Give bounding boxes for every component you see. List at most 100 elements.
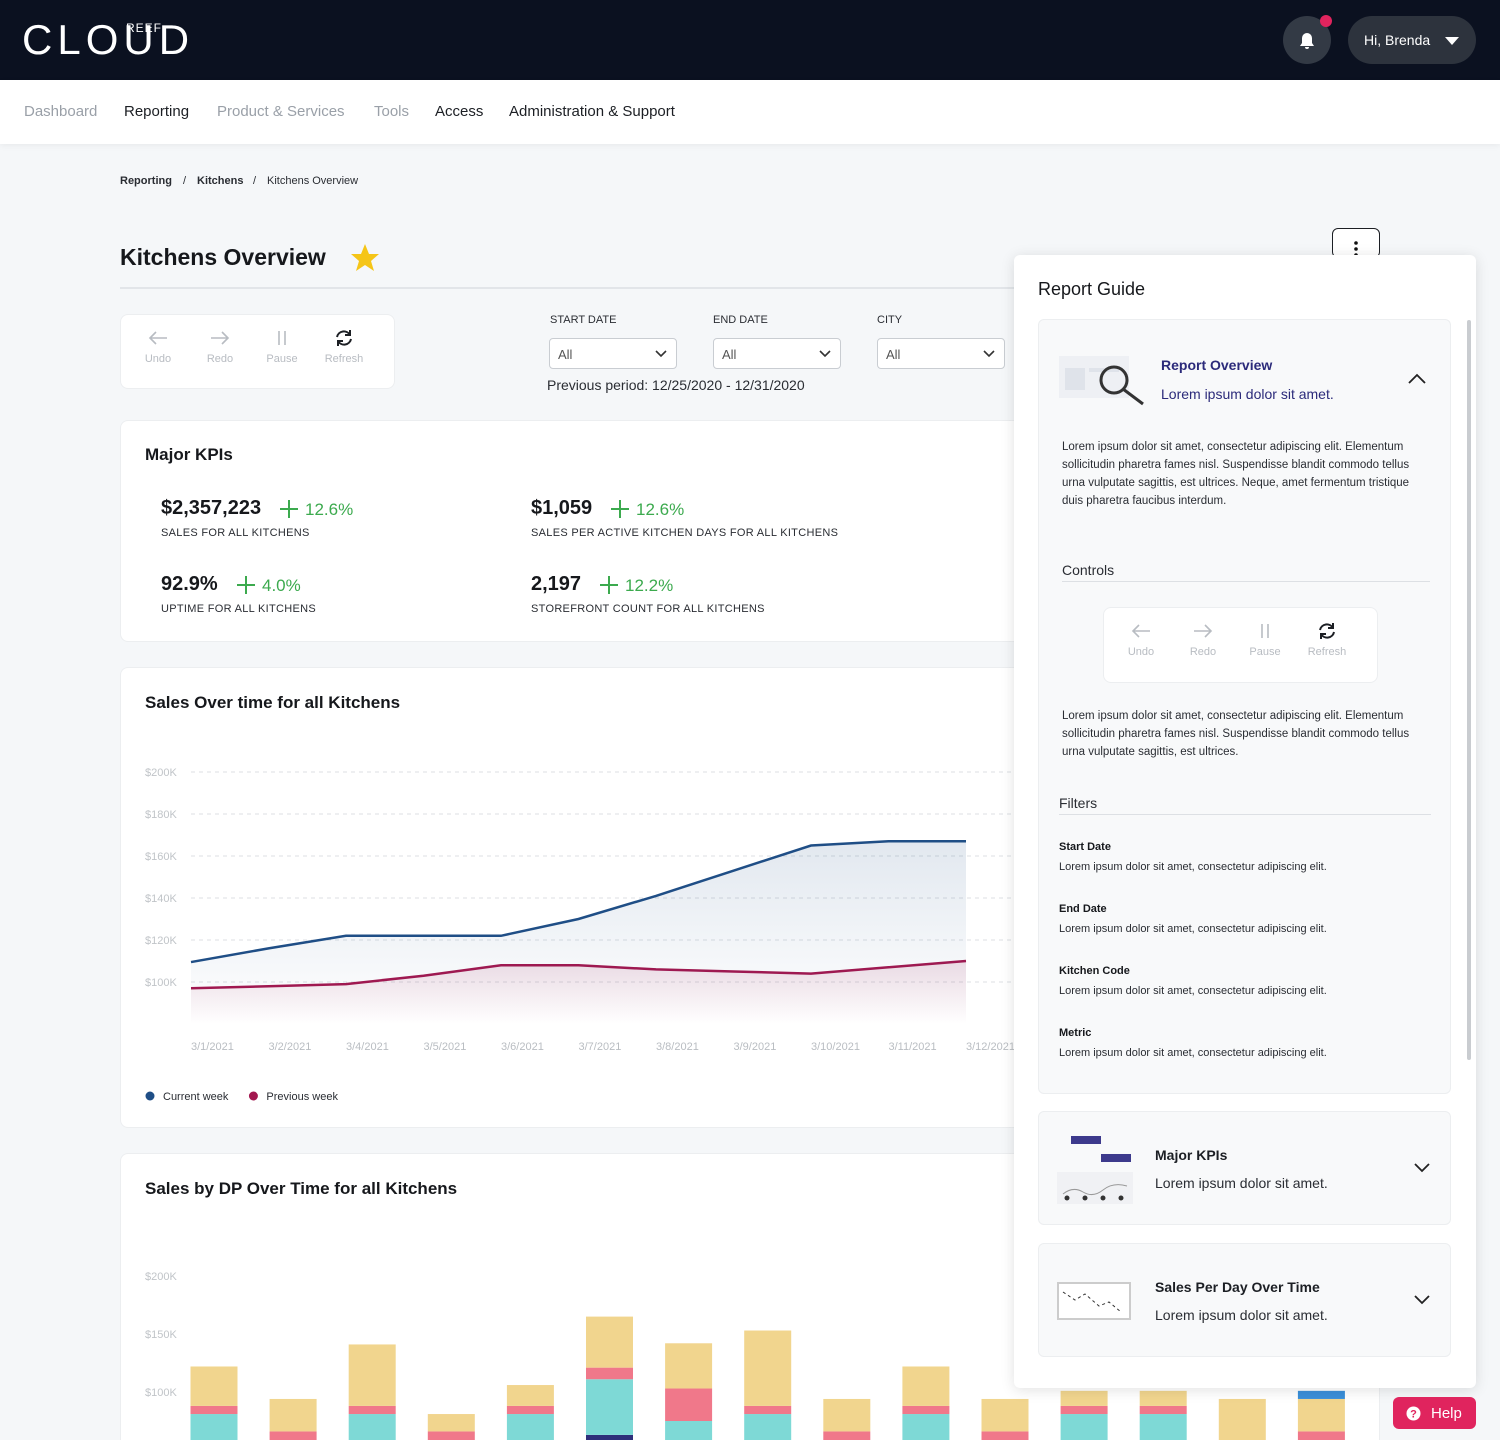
- legend-label: Previous week: [266, 1091, 338, 1103]
- bar-segment: [506, 1414, 554, 1440]
- control-label: Pause: [1249, 646, 1281, 658]
- user-menu[interactable]: Hi, Brenda: [1348, 16, 1476, 64]
- breadcrumb-separator: /: [183, 175, 187, 187]
- bar-segment: [1060, 1390, 1108, 1406]
- section-title: Sales Per Day Over Time: [1155, 1279, 1320, 1295]
- bar-segment: [744, 1414, 792, 1440]
- report-guide-panel: Report Guide Report Overview Lorem ipsum…: [1014, 255, 1476, 1388]
- icon: [1261, 624, 1269, 638]
- bar-segment: [586, 1316, 633, 1368]
- y-tick-label: $100K: [145, 977, 177, 989]
- control-label: Undo: [144, 353, 172, 365]
- control-label: Redo: [206, 353, 234, 365]
- plus-icon: [600, 576, 618, 594]
- scrollbar: [1467, 320, 1471, 1060]
- divider: [1059, 814, 1431, 815]
- control-button[interactable]: Pause: [251, 315, 313, 388]
- bar-segment: [1060, 1405, 1108, 1415]
- guide-section[interactable]: Sales Per Day Over Time Lorem ipsum dolo…: [1038, 1243, 1451, 1357]
- filter-name: Kitchen Code: [1059, 965, 1130, 977]
- bar-segment: [902, 1405, 950, 1415]
- filter-name: End Date: [1059, 903, 1107, 915]
- greeting: Hi, Brenda: [1364, 32, 1431, 48]
- bar-segment: [1297, 1431, 1345, 1440]
- control-button[interactable]: Undo: [1110, 608, 1172, 682]
- logo[interactable]: CLOUD: [22, 16, 195, 63]
- help-button[interactable]: ? Help: [1393, 1397, 1476, 1429]
- icon: [211, 331, 230, 345]
- help-label: Help: [1431, 1405, 1462, 1422]
- kpi-label: SALES FOR ALL KITCHENS: [161, 527, 310, 539]
- bell-icon: [1300, 33, 1314, 49]
- filter-name: Metric: [1059, 1027, 1092, 1039]
- bar-segment: [190, 1366, 238, 1406]
- expand-icon: [1414, 1163, 1430, 1173]
- dropdown-value: All: [886, 347, 901, 362]
- bar-segment: [981, 1431, 1029, 1440]
- section-thumbnail: [1057, 1282, 1131, 1320]
- nav-item[interactable]: Tools: [374, 103, 410, 120]
- y-tick-label: $180K: [145, 809, 177, 821]
- kpi-value: $2,357,223: [161, 497, 262, 519]
- control-button[interactable]: Redo: [1172, 608, 1234, 682]
- svg-text:?: ?: [1410, 1409, 1417, 1421]
- bar-segment: [190, 1414, 238, 1440]
- control-button[interactable]: Redo: [189, 315, 251, 388]
- area-fill: [191, 841, 966, 1024]
- section-thumbnail: [1057, 1136, 1133, 1204]
- breadcrumb-link[interactable]: Kitchens: [197, 175, 244, 187]
- subheading: Filters: [1059, 795, 1098, 811]
- y-tick-label: $150K: [145, 1329, 177, 1341]
- collapse-icon[interactable]: [1407, 372, 1427, 386]
- control-button[interactable]: Pause: [1234, 608, 1296, 682]
- bar-segment: [190, 1405, 238, 1415]
- control-label: Undo: [1127, 646, 1155, 658]
- section-subtitle: Lorem ipsum dolor sit amet.: [1161, 386, 1334, 402]
- more-button[interactable]: [1332, 228, 1380, 258]
- bar-segment: [823, 1398, 871, 1432]
- previous-period: Previous period: 12/25/2020 - 12/31/2020: [547, 377, 805, 393]
- filter-text: Lorem ipsum dolor sit amet, consectetur …: [1059, 1047, 1327, 1059]
- control-button[interactable]: Refresh: [313, 315, 375, 388]
- x-tick-label: 3/6/2021: [501, 1041, 544, 1053]
- icon: [148, 331, 167, 345]
- bar-segment: [665, 1343, 713, 1389]
- filter-dropdown[interactable]: All: [877, 338, 1005, 369]
- guide-section[interactable]: Major KPIs Lorem ipsum dolor sit amet.: [1038, 1111, 1451, 1225]
- bar-segment: [348, 1405, 396, 1415]
- bar-segment: [506, 1385, 554, 1406]
- nav-item[interactable]: Dashboard: [24, 103, 98, 120]
- divider: [1062, 581, 1430, 582]
- filter-dropdown[interactable]: All: [549, 338, 677, 369]
- bar-segment: [1297, 1398, 1345, 1432]
- filter-text: Lorem ipsum dolor sit amet, consectetur …: [1059, 923, 1327, 935]
- control-button[interactable]: Undo: [127, 315, 189, 388]
- kpi-change: 12.2%: [599, 575, 673, 596]
- control-label: Refresh: [324, 353, 364, 365]
- icon: [278, 331, 286, 345]
- filter-dropdown[interactable]: All: [713, 338, 841, 369]
- y-tick-label: $160K: [145, 851, 177, 863]
- x-tick-label: 3/11/2021: [889, 1041, 937, 1053]
- x-tick-label: 3/2/2021: [269, 1041, 312, 1053]
- control-button[interactable]: Refresh: [1296, 608, 1358, 682]
- nav-item[interactable]: Administration & Support: [509, 103, 675, 120]
- section-text: Lorem ipsum dolor sit amet, consectetur …: [1062, 710, 1410, 758]
- nav-item[interactable]: Access: [435, 103, 484, 120]
- plus-icon: [611, 500, 629, 518]
- nav-item[interactable]: Product & Services: [217, 103, 345, 120]
- section-subtitle: Lorem ipsum dolor sit amet.: [1155, 1307, 1328, 1323]
- breadcrumb-current: Kitchens Overview: [267, 175, 359, 187]
- breadcrumb-link[interactable]: Reporting: [120, 175, 172, 187]
- chevron-icon: [819, 350, 831, 358]
- bar-segment: [427, 1414, 475, 1432]
- nav-item[interactable]: Reporting: [124, 103, 190, 120]
- bar-segment: [744, 1405, 792, 1415]
- favorite-star[interactable]: [350, 243, 380, 273]
- dropdown-value: All: [558, 347, 573, 362]
- help-icon: ?: [1406, 1406, 1421, 1421]
- bar-segment: [586, 1367, 633, 1380]
- panel-title: Report Guide: [1038, 279, 1146, 299]
- logo-superscript: REEF: [126, 21, 163, 35]
